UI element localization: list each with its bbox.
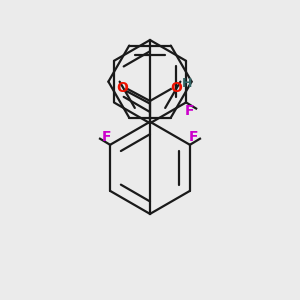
Text: O: O — [170, 82, 182, 95]
Text: O: O — [116, 81, 128, 94]
Text: F: F — [185, 103, 195, 118]
Text: F: F — [101, 130, 111, 144]
Text: F: F — [189, 130, 199, 144]
Text: H: H — [182, 77, 192, 90]
